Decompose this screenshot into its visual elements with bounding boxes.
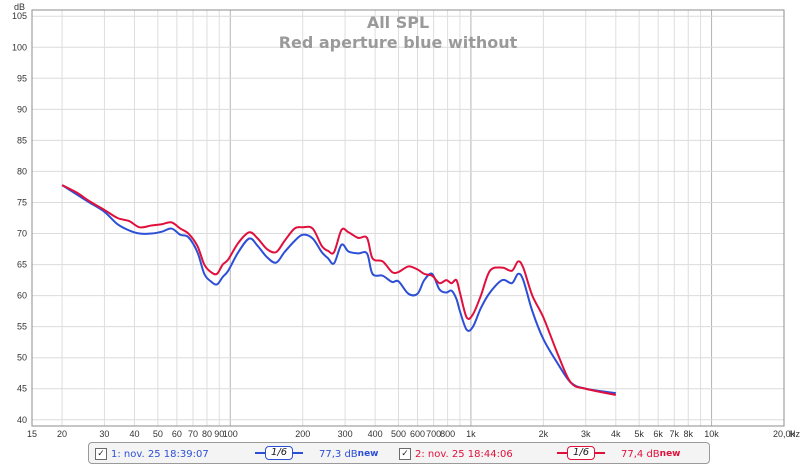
legend-label-1: 1: nov. 25 18:39:07 [111,448,209,460]
x-tick-label: 1k [466,429,476,439]
y-tick-label: 40 [17,415,27,425]
legend-item-2[interactable]: ✓ 2: nov. 25 18:44:06 [399,446,513,462]
chart-subtitle: Red aperture blue without [279,33,518,52]
series-line-1 [61,184,616,395]
level-new-flag-1: new [357,449,379,459]
grid-lines [32,10,784,426]
x-tick-label: 4k [611,429,621,439]
x-tick-label: 3k [581,429,591,439]
y-tick-label: 95 [17,73,27,83]
level-new-flag-2: new [659,449,681,459]
x-tick-label: 20 [57,429,67,439]
x-tick-label: 70 [188,429,198,439]
plot-area-border [31,9,785,427]
x-tick-label: 5k [634,429,644,439]
x-tick-label: 300 [338,429,353,439]
level-value-2: 77,4 dB [621,448,660,460]
y-tick-label: 85 [17,135,27,145]
y-tick-label: 55 [17,322,27,332]
x-tick-label: 6k [653,429,663,439]
y-tick-label: 50 [17,353,27,363]
x-tick-label: 90 [214,429,224,439]
x-tick-label: 100 [223,429,238,439]
x-tick-label: 40 [129,429,139,439]
legend-bar: ✓ 1: nov. 25 18:39:07 1/6 77,3 dB new ✓ 2… [88,442,710,464]
chart-title: All SPL [367,13,429,32]
y-tick-label: 45 [17,384,27,394]
x-tick-label: 700 [426,429,441,439]
legend-checkbox-1[interactable]: ✓ [95,448,107,460]
smoothing-value-2: 1/6 [567,446,596,460]
y-tick-label: 90 [17,104,27,114]
x-tick-label: 15 [27,429,37,439]
x-tick-label: 80 [202,429,212,439]
x-tick-label: 800 [440,429,455,439]
y-axis-ticks: 40 45 50 55 60 65 70 75 80 85 90 95 100 105 [12,11,27,425]
x-tick-label: 400 [368,429,383,439]
x-tick-label: 60 [172,429,182,439]
y-tick-label: 80 [17,166,27,176]
x-tick-label: 10k [704,429,719,439]
smoothing-indicator-2[interactable]: 1/6 [557,446,606,460]
x-tick-label: 200 [295,429,310,439]
legend-item-1[interactable]: ✓ 1: nov. 25 18:39:07 [95,446,209,462]
y-axis-label: dB [14,2,25,12]
x-tick-label: 8k [683,429,693,439]
y-tick-label: 70 [17,229,27,239]
level-readout-2: 77,4 dB new [621,446,680,462]
y-tick-label: 100 [12,42,27,52]
x-tick-label: 50 [153,429,163,439]
x-tick-label: 20,0k [773,429,796,439]
x-tick-label: 7k [670,429,680,439]
level-value-1: 77,3 dB [319,448,358,460]
series-line-2 [61,184,617,396]
y-tick-label: 75 [17,197,27,207]
legend-label-2: 2: nov. 25 18:44:06 [415,448,513,460]
x-tick-label: 30 [99,429,109,439]
y-tick-label: 105 [12,11,27,21]
x-tick-label: 2k [539,429,549,439]
smoothing-indicator-1[interactable]: 1/6 [255,446,304,460]
smoothing-value-1: 1/6 [265,446,294,460]
y-tick-label: 60 [17,291,27,301]
series-lines [61,184,617,396]
x-axis-label: Hz [789,429,800,439]
legend-checkbox-2[interactable]: ✓ [399,448,411,460]
x-tick-label: 600 [410,429,425,439]
level-readout-1: 77,3 dB new [319,446,378,462]
y-tick-label: 65 [17,260,27,270]
x-tick-label: 500 [391,429,406,439]
